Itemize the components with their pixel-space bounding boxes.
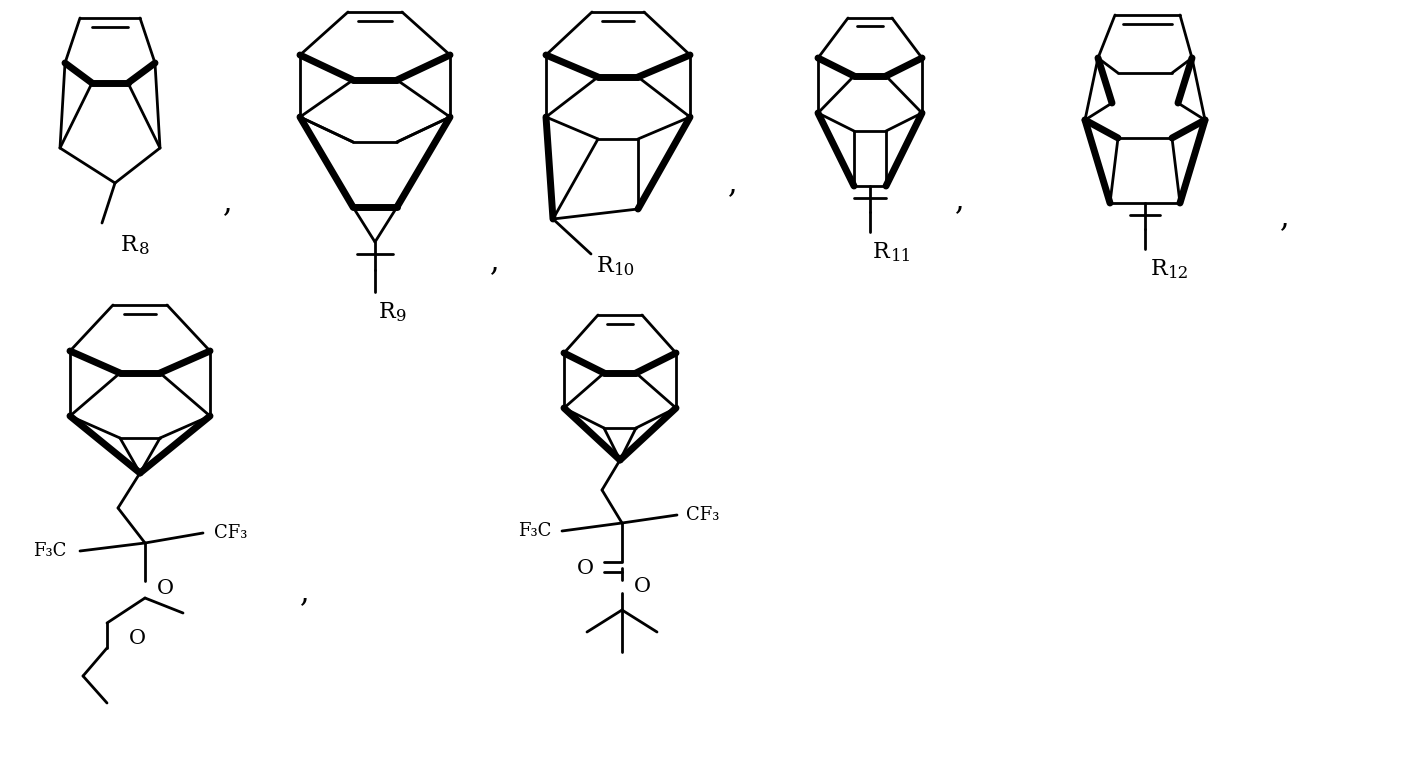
Text: F₃C: F₃C bbox=[34, 542, 66, 560]
Text: ,: , bbox=[955, 185, 965, 217]
Text: O: O bbox=[634, 577, 650, 595]
Text: O: O bbox=[157, 580, 174, 598]
Text: R: R bbox=[1150, 258, 1167, 280]
Text: CF₃: CF₃ bbox=[686, 506, 720, 524]
Text: F₃C: F₃C bbox=[518, 522, 552, 540]
Text: O: O bbox=[128, 628, 145, 647]
Text: CF₃: CF₃ bbox=[214, 524, 248, 542]
Text: 8: 8 bbox=[140, 241, 150, 258]
Text: ,: , bbox=[1280, 202, 1290, 234]
Text: ,: , bbox=[728, 168, 738, 199]
Text: 9: 9 bbox=[396, 308, 406, 325]
Text: 11: 11 bbox=[890, 248, 913, 265]
Text: R: R bbox=[597, 255, 612, 277]
Text: 10: 10 bbox=[614, 262, 635, 279]
Text: R: R bbox=[873, 241, 890, 263]
Text: ,: , bbox=[301, 578, 310, 608]
Text: R: R bbox=[378, 301, 395, 323]
Text: R: R bbox=[121, 234, 138, 256]
Text: O: O bbox=[577, 558, 594, 578]
Text: ,: , bbox=[490, 247, 499, 278]
Text: 12: 12 bbox=[1168, 265, 1189, 282]
Text: ,: , bbox=[223, 188, 233, 218]
